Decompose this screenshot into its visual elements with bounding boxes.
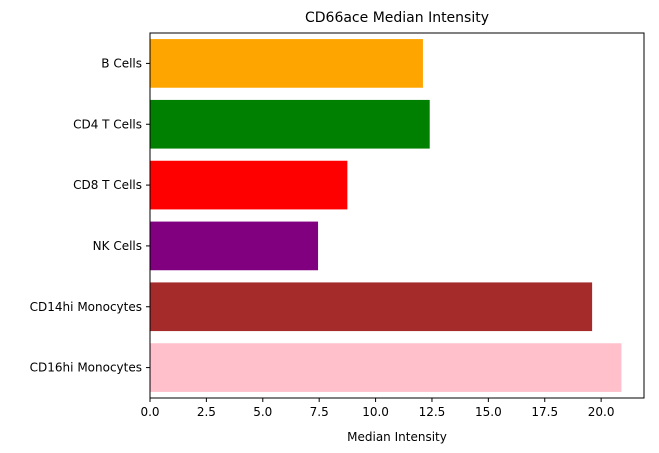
bars [150, 39, 622, 392]
bar-b-cells [150, 39, 423, 88]
bar-cd16hi-monocytes [150, 343, 622, 392]
chart-title: CD66ace Median Intensity [305, 10, 489, 26]
x-tick-label: 2.5 [197, 405, 216, 419]
plot-frame [149, 32, 645, 399]
bar-nk-cells [150, 221, 319, 271]
x-tick-label: 10.0 [362, 405, 389, 419]
x-tick-label: 20.0 [588, 405, 615, 419]
x-tick-label: 7.5 [310, 405, 329, 419]
x-tick-label: 5.0 [253, 405, 272, 419]
x-tick-label: 0.0 [140, 405, 159, 419]
y-tick-label: B Cells [101, 56, 142, 70]
x-tick-label: 15.0 [475, 405, 502, 419]
y-tick-label: NK Cells [93, 239, 142, 253]
axes: B Cells CD4 T Cells CD8 T Cells NK Cells CD1… [30, 32, 645, 419]
y-tick-label: CD16hi Monocytes [30, 361, 142, 375]
bar-cd14hi-monocytes [150, 282, 593, 332]
bar-cd8-t-cells [150, 160, 348, 210]
x-tick-label: 12.5 [419, 405, 446, 419]
x-tick-label: 17.5 [531, 405, 558, 419]
y-tick-label: CD8 T Cells [73, 178, 142, 192]
bar-cd4-t-cells [150, 99, 430, 149]
y-tick-label: CD4 T Cells [73, 117, 142, 131]
x-axis-title: Median Intensity [347, 430, 447, 444]
y-tick-label: CD14hi Monocytes [30, 300, 142, 314]
